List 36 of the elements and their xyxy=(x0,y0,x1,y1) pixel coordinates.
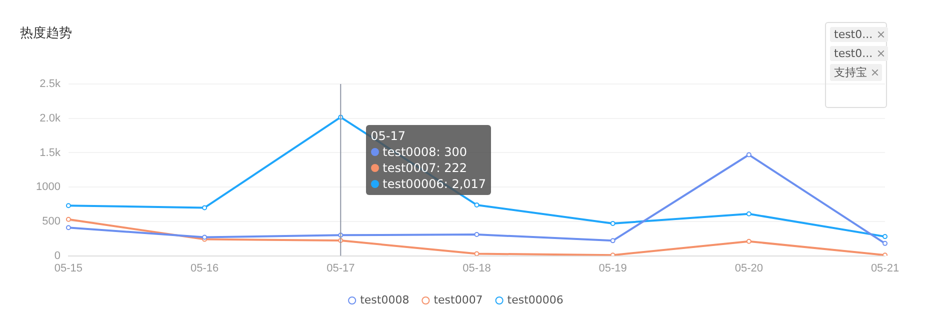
point xyxy=(746,238,752,244)
x-tick-label: 05-20 xyxy=(734,262,763,274)
point xyxy=(474,251,480,256)
point xyxy=(882,234,888,240)
text: test0... xyxy=(834,28,873,41)
point xyxy=(66,203,71,208)
point xyxy=(746,211,752,216)
point xyxy=(882,252,888,256)
y-tick-label: 1.5k xyxy=(40,146,61,159)
x-tick-label: 05-18 xyxy=(462,262,491,274)
point xyxy=(474,202,480,208)
legend-label: test00006 xyxy=(507,293,564,306)
point xyxy=(610,221,616,226)
x-tick-label: 05-16 xyxy=(190,262,219,274)
point xyxy=(610,238,616,244)
point xyxy=(66,216,71,222)
y-tick-label: 0 xyxy=(54,250,60,262)
x-tick-label: 05-15 xyxy=(54,262,83,274)
point xyxy=(746,152,752,158)
point xyxy=(474,232,480,237)
text: 支持宝 xyxy=(834,65,867,80)
y-tick-label: 1000 xyxy=(36,181,60,194)
y-tick-label: 2.0k xyxy=(40,112,61,124)
legend-label: test0008 xyxy=(360,293,410,306)
legend-label: test0007 xyxy=(434,293,483,306)
x-tick-label: 05-19 xyxy=(598,262,627,274)
text: test0... xyxy=(834,47,873,60)
x-tick-label: 05-21 xyxy=(870,262,900,274)
y-tick-label: 500 xyxy=(42,215,60,228)
point xyxy=(882,240,888,246)
y-tick-label: 2.5k xyxy=(40,78,61,90)
chart-title: 热度趋势 xyxy=(20,25,72,42)
x-tick-label: 05-17 xyxy=(326,262,355,274)
annotation: 05-17 test0008: 300 test0007: 222 test00006: 2,017 xyxy=(370,129,486,192)
point xyxy=(66,225,71,230)
point xyxy=(202,205,208,210)
